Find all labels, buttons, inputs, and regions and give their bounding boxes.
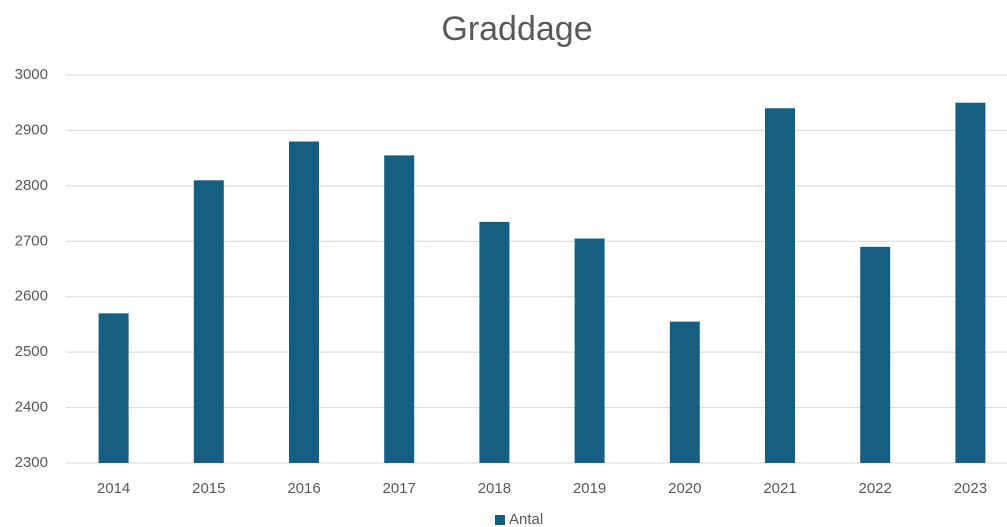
x-tick-label: 2020 [668,480,701,497]
bar [860,246,891,463]
bar [289,141,319,463]
y-tick-label: 2900 [15,121,48,138]
x-tick-label: 2014 [97,480,130,497]
bar [384,155,415,463]
y-tick-label: 2300 [15,454,48,471]
x-tick-label: 2021 [763,480,796,497]
legend-label: Antal [509,511,543,527]
x-tick-label: 2015 [192,480,225,497]
y-tick-label: 2600 [15,288,48,305]
x-tick-label: 2023 [954,480,987,497]
y-tick-label: 2500 [15,343,48,360]
bar [765,108,795,463]
x-tick-label: 2022 [859,480,892,497]
bar [955,102,986,463]
bar [193,180,224,464]
chart-title: Graddage [441,10,592,48]
x-tick-label: 2019 [573,480,606,497]
bar [669,321,700,463]
x-tick-label: 2018 [478,480,511,497]
x-tick-label: 2016 [287,480,320,497]
bar [479,221,510,463]
y-tick-label: 2700 [15,232,48,249]
y-tick-label: 2800 [15,177,48,194]
y-tick-label: 3000 [15,66,48,83]
bar [98,313,129,463]
y-tick-label: 2400 [15,399,48,416]
x-tick-label: 2017 [383,480,416,497]
legend-swatch [495,515,505,525]
bar [574,238,605,463]
